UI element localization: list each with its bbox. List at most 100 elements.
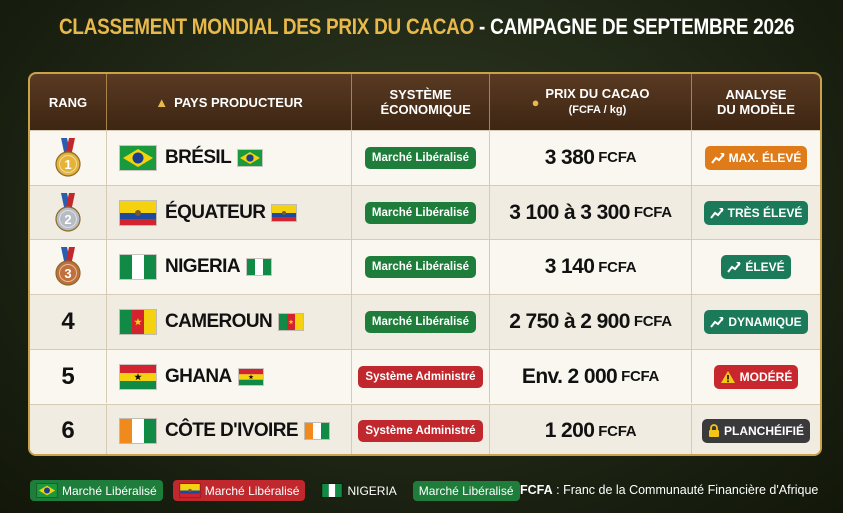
col-header: SYSTÈME ÉCONOMIQUE: [352, 74, 490, 130]
rank-cell: 2: [30, 184, 107, 240]
system-cell: Système Administré: [352, 348, 490, 404]
price-unit: FCFA: [598, 258, 637, 276]
table-row: 6 CÔTE D'IVOIRE Système Administré 1 200 FCF…: [30, 403, 820, 455]
analysis: TRÈS ÉLEVÉ: [727, 205, 803, 220]
price-unit: FCFA: [598, 149, 637, 167]
analysis-badge: ÉLEVÉ: [721, 255, 791, 280]
col-header: ● PRIX DU CACAO (FCFA / kg): [490, 74, 692, 130]
title-sub: - CAMPAGNE DE SEPTEMBRE 2026: [479, 14, 795, 39]
rank-cell: 5: [30, 348, 107, 404]
system-badge: Marché Libéralisé: [364, 310, 477, 333]
analysis: MODÉRÉ: [739, 369, 793, 384]
col-header-text: SYSTÈME ÉCONOMIQUE: [380, 87, 471, 117]
col-header: RANG: [30, 74, 107, 130]
title-main: CLASSEMENT MONDIAL DES PRIX DU CACAO: [59, 14, 475, 39]
country: ÉQUATEUR: [165, 201, 266, 223]
rank: 5: [61, 362, 75, 390]
legend-label: NIGERIA: [347, 483, 397, 498]
medal: 2: [55, 192, 81, 232]
price: Env. 2 000: [521, 364, 618, 388]
rank-cell: 3: [30, 239, 107, 295]
legend-label: Marché Libéralisé: [204, 483, 300, 498]
analysis: MAX. ÉLEVÉ: [728, 150, 802, 165]
system-cell: Système Administré: [352, 403, 490, 454]
rank: 2: [64, 212, 71, 227]
rank: 1: [64, 157, 71, 172]
analysis-cell: MAX. ÉLEVÉ: [692, 130, 820, 185]
system-cell: Marché Libéralisé: [352, 239, 490, 295]
price-cell: 2 750 à 2 900 FCFA: [490, 294, 692, 349]
price-unit: FCFA: [633, 313, 672, 331]
system-badge: Système Administré: [358, 365, 483, 388]
analysis: PLANCHÉIFIÉ: [723, 424, 804, 439]
col-header: ANALYSE DU MODÈLE: [692, 74, 820, 130]
rank: 6: [61, 417, 75, 445]
rank-cell: 6: [30, 403, 107, 454]
country: BRÉSIL: [165, 146, 232, 168]
analysis-cell: TRÈS ÉLEVÉ: [692, 184, 820, 240]
analysis: DYNAMIQUE: [728, 314, 802, 329]
country-cell: CAMEROUN: [107, 294, 352, 349]
table-row: 1 BRÉSIL Marché Libéralisé 3 380 FCFA MAX. ÉL…: [30, 130, 820, 185]
title: CLASSEMENT MONDIAL DES PRIX DU CACAO - C…: [59, 14, 794, 40]
analysis-badge: DYNAMIQUE: [704, 309, 808, 334]
country-cell: NIGERIA: [107, 239, 352, 295]
price: 3 380: [544, 145, 595, 169]
system-cell: Marché Libéralisé: [352, 184, 490, 240]
system-badge: Marché Libéralisé: [364, 146, 477, 169]
system-badge: Système Administré: [358, 420, 483, 443]
table-row: 5 GHANA Système Administré Env. 2 000 FCFA MO…: [30, 348, 820, 404]
price-unit: FCFA: [621, 368, 660, 386]
analysis-badge: MODÉRÉ: [713, 364, 799, 389]
table: RANG ▲ PAYS PRODUCTEUR SYSTÈME ÉCONOMIQUE…: [28, 72, 822, 456]
legend-item: NIGERIA: [315, 480, 402, 501]
system-cell: Marché Libéralisé: [352, 294, 490, 349]
header-row: RANG ▲ PAYS PRODUCTEUR SYSTÈME ÉCONOMIQUE…: [30, 74, 820, 130]
price-cell: 3 380 FCFA: [490, 130, 692, 185]
country: GHANA: [165, 365, 232, 387]
legend-label: Marché Libéralisé: [62, 483, 157, 498]
price: 1 200: [544, 419, 595, 443]
country: CÔTE D'IVOIRE: [165, 420, 299, 442]
country-cell: GHANA: [107, 348, 352, 404]
analysis-cell: DYNAMIQUE: [692, 294, 820, 349]
footnote: FCFA : Franc de la Communauté Financière…: [520, 483, 818, 497]
medal: 1: [55, 137, 81, 177]
country-cell: BRÉSIL: [107, 130, 352, 185]
analysis-cell: ÉLEVÉ: [692, 239, 820, 294]
col-header: ▲ PAYS PRODUCTEUR: [107, 74, 352, 130]
price: 2 750 à 2 900: [509, 309, 630, 333]
footnote-definition: : Franc de la Communauté Financière d'Af…: [556, 483, 819, 497]
rank-cell: 4: [30, 294, 107, 349]
price-cell: 1 200 FCFA: [490, 403, 692, 454]
table-row: 3 NIGERIA Marché Libéralisé 3 140 FCFA ÉLEVÉ: [30, 239, 820, 295]
country-cell: ÉQUATEUR: [107, 184, 352, 240]
price: 3 100 à 3 300: [509, 200, 630, 224]
price: 3 140: [544, 255, 595, 279]
rank: 4: [61, 307, 75, 335]
footnote-term: FCFA: [520, 483, 553, 497]
legend: Marché Libéralisé Marché Libéralisé NIGERI…: [30, 480, 520, 501]
system-badge: Marché Libéralisé: [364, 201, 477, 224]
analysis-badge: MAX. ÉLEVÉ: [704, 145, 808, 170]
price-cell: 3 140 FCFA: [490, 239, 692, 295]
price-unit: FCFA: [598, 422, 637, 440]
col-subheader: (FCFA / kg): [568, 104, 627, 116]
country: NIGERIA: [165, 256, 241, 278]
country: CAMEROUN: [165, 310, 273, 332]
col-header-text: ANALYSE DU MODÈLE: [717, 87, 795, 117]
analysis-badge: PLANCHÉIFIÉ: [701, 419, 810, 444]
table-row: 2 ÉQUATEUR Marché Libéralisé 3 100 à 3 300 F…: [30, 184, 820, 240]
price-cell: Env. 2 000 FCFA: [490, 348, 692, 404]
price-unit: FCFA: [633, 204, 672, 222]
col-header-text: PAYS PRODUCTEUR: [174, 94, 303, 110]
legend-label: Marché Libéralisé: [418, 483, 514, 498]
analysis-cell: PLANCHÉIFIÉ: [692, 403, 820, 455]
rank-cell: 1: [30, 130, 107, 185]
medal: 3: [55, 247, 81, 286]
legend-item: Marché Libéralisé: [172, 480, 306, 501]
legend-item: Marché Libéralisé: [412, 480, 520, 501]
country-cell: CÔTE D'IVOIRE: [107, 403, 352, 454]
system-badge: Marché Libéralisé: [364, 256, 477, 279]
